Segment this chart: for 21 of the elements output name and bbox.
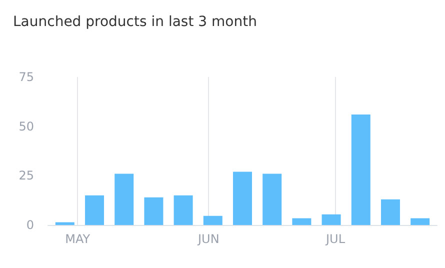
bar: [233, 172, 252, 225]
bar: [410, 218, 430, 225]
y-tick-label: 25: [18, 168, 34, 183]
bar: [262, 174, 282, 225]
x-tick-label: MAY: [65, 232, 91, 246]
bar: [174, 195, 193, 225]
chart-title: Launched products in last 3 month: [13, 14, 257, 30]
y-tick-label: 75: [18, 70, 34, 84]
y-tick-label: 50: [18, 119, 34, 134]
bar: [351, 114, 370, 225]
bar: [55, 222, 74, 225]
bar: [292, 218, 312, 225]
bar: [203, 216, 222, 225]
bar: [380, 199, 400, 225]
bar: [322, 214, 341, 225]
y-tick-label: 0: [26, 218, 34, 232]
bar: [85, 195, 104, 225]
x-tick-label: JUL: [325, 232, 346, 246]
bar: [144, 197, 164, 225]
x-tick-label: JUN: [197, 232, 220, 246]
bar: [114, 174, 134, 225]
